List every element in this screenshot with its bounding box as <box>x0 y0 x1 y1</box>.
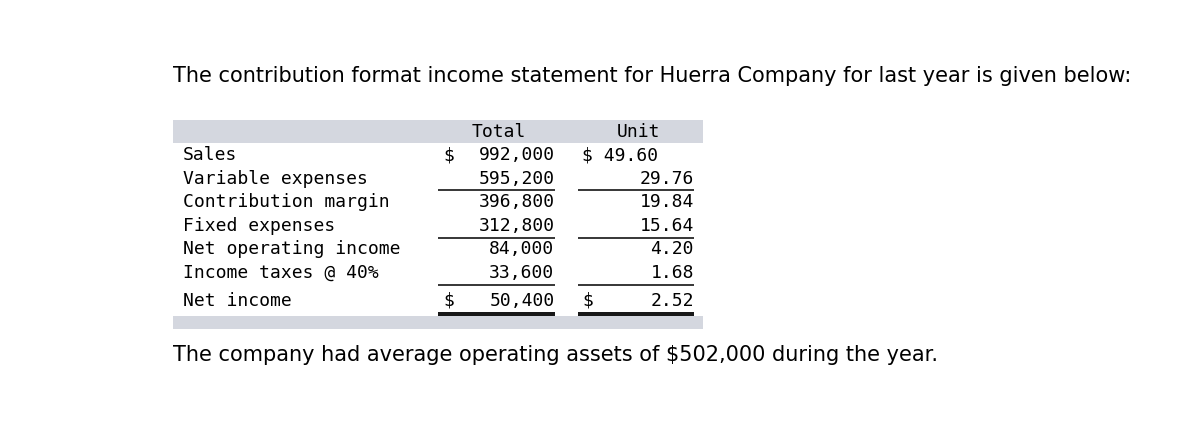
Text: Unit: Unit <box>617 122 660 141</box>
Text: 2.52: 2.52 <box>650 292 694 309</box>
Bar <box>173 167 703 190</box>
Bar <box>173 214 703 238</box>
Text: Contribution margin: Contribution margin <box>182 193 389 211</box>
Bar <box>173 190 703 214</box>
Text: Variable expenses: Variable expenses <box>182 170 367 187</box>
Bar <box>173 285 703 317</box>
Bar <box>173 317 703 329</box>
Text: 29.76: 29.76 <box>640 170 694 187</box>
Bar <box>173 261 703 285</box>
Text: Income taxes @ 40%: Income taxes @ 40% <box>182 264 378 282</box>
Text: $: $ <box>443 146 454 164</box>
Text: 19.84: 19.84 <box>640 193 694 211</box>
Text: Net operating income: Net operating income <box>182 240 400 258</box>
Text: 992,000: 992,000 <box>479 146 554 164</box>
Text: 50,400: 50,400 <box>490 292 554 309</box>
Text: 396,800: 396,800 <box>479 193 554 211</box>
Text: 15.64: 15.64 <box>640 217 694 235</box>
Text: $ 49.60: $ 49.60 <box>582 146 659 164</box>
Text: 84,000: 84,000 <box>490 240 554 258</box>
Text: 312,800: 312,800 <box>479 217 554 235</box>
Text: The company had average operating assets of $502,000 during the year.: The company had average operating assets… <box>173 345 938 365</box>
Text: Total: Total <box>472 122 526 141</box>
Text: Fixed expenses: Fixed expenses <box>182 217 335 235</box>
Text: The contribution format income statement for Huerra Company for last year is giv: The contribution format income statement… <box>173 66 1132 86</box>
Bar <box>173 143 703 167</box>
Text: 595,200: 595,200 <box>479 170 554 187</box>
Text: $: $ <box>582 292 593 309</box>
Bar <box>173 238 703 261</box>
Text: 33,600: 33,600 <box>490 264 554 282</box>
Bar <box>173 120 703 143</box>
Text: Net income: Net income <box>182 292 292 309</box>
Text: 4.20: 4.20 <box>650 240 694 258</box>
Text: Sales: Sales <box>182 146 236 164</box>
Text: $: $ <box>443 292 454 309</box>
Text: 1.68: 1.68 <box>650 264 694 282</box>
